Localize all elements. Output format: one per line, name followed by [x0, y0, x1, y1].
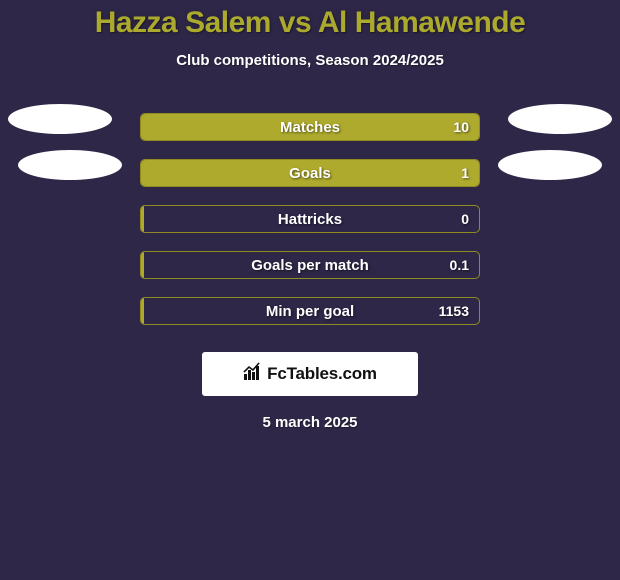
stat-row: Hattricks 0: [0, 196, 620, 242]
stat-row: Goals 1: [0, 150, 620, 196]
stat-value: 1153: [439, 303, 469, 319]
stat-bar: Goals per match 0.1: [140, 251, 480, 279]
stat-bar-fill: [141, 298, 144, 324]
stats-area: Matches 10 Goals 1 Hattricks 0 Goals p: [0, 104, 620, 334]
stat-bar-fill: [141, 114, 479, 140]
stat-value: 0: [461, 211, 469, 227]
stat-bar: Hattricks 0: [140, 205, 480, 233]
stat-label: Hattricks: [141, 211, 479, 228]
page-subtitle: Club competitions, Season 2024/2025: [0, 52, 620, 69]
stat-label: Goals per match: [141, 257, 479, 274]
stat-bar-fill: [141, 252, 144, 278]
comparison-card: Hazza Salem vs Al Hamawende Club competi…: [0, 0, 620, 580]
stat-bar: Matches 10: [140, 113, 480, 141]
stat-bar: Goals 1: [140, 159, 480, 187]
stat-row: Goals per match 0.1: [0, 242, 620, 288]
stat-bar: Min per goal 1153: [140, 297, 480, 325]
stat-bar-fill: [141, 206, 144, 232]
stat-row: Matches 10: [0, 104, 620, 150]
date-line: 5 march 2025: [0, 414, 620, 431]
stat-row: Min per goal 1153: [0, 288, 620, 334]
brand-box: FcTables.com: [202, 352, 418, 396]
stat-label: Min per goal: [141, 303, 479, 320]
bar-chart-icon: [243, 362, 263, 387]
stat-bar-fill: [141, 160, 479, 186]
page-title: Hazza Salem vs Al Hamawende: [0, 6, 620, 40]
brand-text: FcTables.com: [267, 364, 377, 384]
stat-value: 0.1: [450, 257, 469, 273]
